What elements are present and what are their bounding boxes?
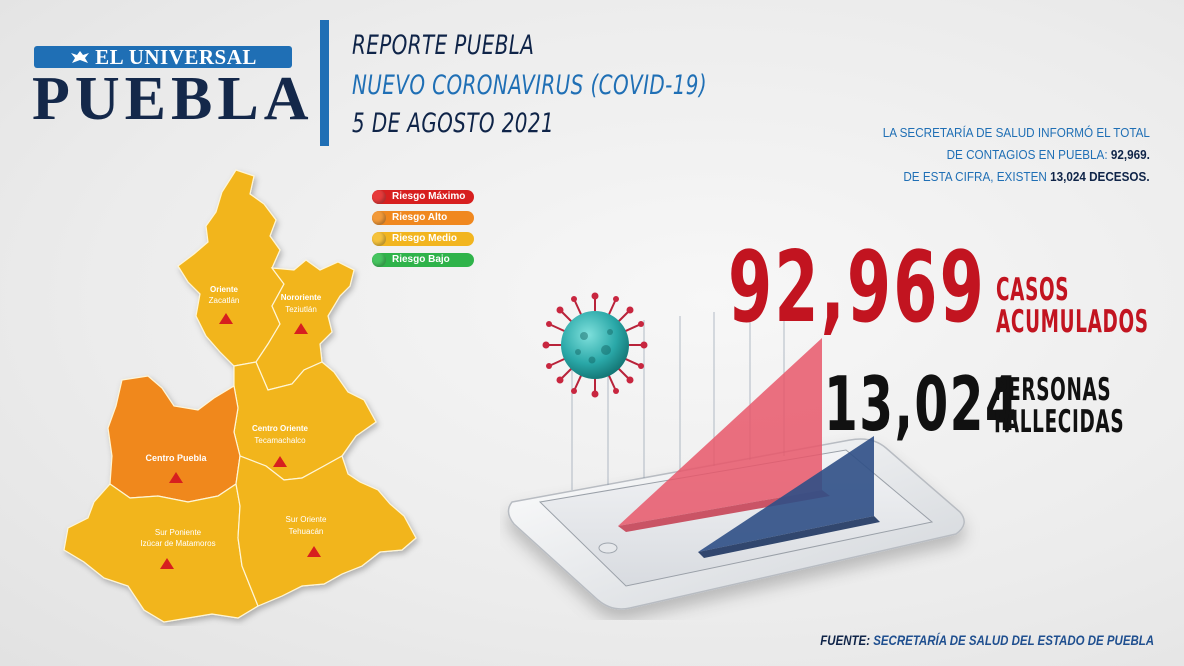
report-subtitle: NUEVO CORONAVIRUS (COVID-19) [352,70,708,101]
info-line-1: LA SECRETARÍA DE SALUD INFORMÓ EL TOTAL [882,125,1150,140]
risk-marker-oriente [219,313,233,324]
eagle-icon [71,51,90,63]
deaths-label-2: FALLECIDAS [994,404,1125,440]
legend-dot-yellow-icon [372,232,386,246]
region-sublabel-oriente: Zacatlán [209,296,240,305]
region-label-sur-poniente: Sur Poniente [155,528,202,537]
region-label-centro-oriente: Centro Oriente [252,424,309,433]
deaths-label-1: PERSONAS [994,372,1112,408]
report-title: REPORTE PUEBLA [352,30,535,61]
risk-marker-nororiente [294,323,308,334]
region-oriente-zacatlan [177,169,285,367]
risk-marker-centro-oriente [273,456,287,467]
cases-label-1: CASOS [996,272,1070,308]
tablet-chart-illustration [507,304,965,610]
risk-marker-centro-puebla [169,472,183,483]
region-label-centro-puebla: Centro Puebla [145,453,207,463]
info-line-2: DE CONTAGIOS EN PUEBLA: 92,969. [946,147,1150,162]
region-sublabel-sur-poniente: Izúcar de Matamoros [140,539,215,548]
legend-riesgo-medio: Riesgo Medio [372,232,474,246]
legend-dot-red-icon [372,190,386,204]
risk-marker-sur-poniente [160,558,174,569]
deaths-total: 13,024 [824,360,1021,448]
tablet-home-button [598,542,618,554]
region-nororiente-teziutlan [255,259,355,391]
region-centro-puebla [107,375,241,503]
cases-total: 92,969 [728,231,986,345]
risk-marker-sur-oriente [307,546,321,557]
region-sur-oriente [235,455,417,607]
header-divider [320,20,329,146]
source-note: FUENTE: SECRETARÍA DE SALUD DEL ESTADO D… [820,632,1154,648]
legend-riesgo-alto: Riesgo Alto [372,211,474,225]
region-label-nororiente: Nororiente [281,293,322,302]
info-line-3: DE ESTA CIFRA, EXISTEN 13,024 DECESOS. [903,169,1150,184]
puebla-risk-map: Oriente Zacatlán Nororiente Teziutlán Ce… [63,169,417,623]
legend-dot-orange-icon [372,211,386,225]
virus-icon [542,292,648,398]
region-sublabel-centro-oriente: Tecamachalco [254,436,306,445]
region-sublabel-nororiente: Teziutlán [285,305,317,314]
legend-riesgo-maximo: Riesgo Máximo [372,190,474,204]
region-label-oriente: Oriente [210,285,239,294]
logo-brand-bar: EL UNIVERSAL [34,46,292,68]
cases-trend-shape [618,338,822,526]
report-date: 5 DE AGOSTO 2021 [352,108,555,139]
region-label-sur-oriente: Sur Oriente [286,515,327,524]
logo-brand-text: EL UNIVERSAL [95,45,257,69]
region-sur-poniente [63,482,259,623]
cases-label-2: ACUMULADOS [996,304,1149,340]
legend-dot-green-icon [372,253,386,267]
deaths-trend-shape [698,436,874,552]
logo-city: PUEBLA [32,65,314,133]
legend-riesgo-bajo: Riesgo Bajo [372,253,474,267]
region-sublabel-sur-oriente: Tehuacán [289,527,324,536]
